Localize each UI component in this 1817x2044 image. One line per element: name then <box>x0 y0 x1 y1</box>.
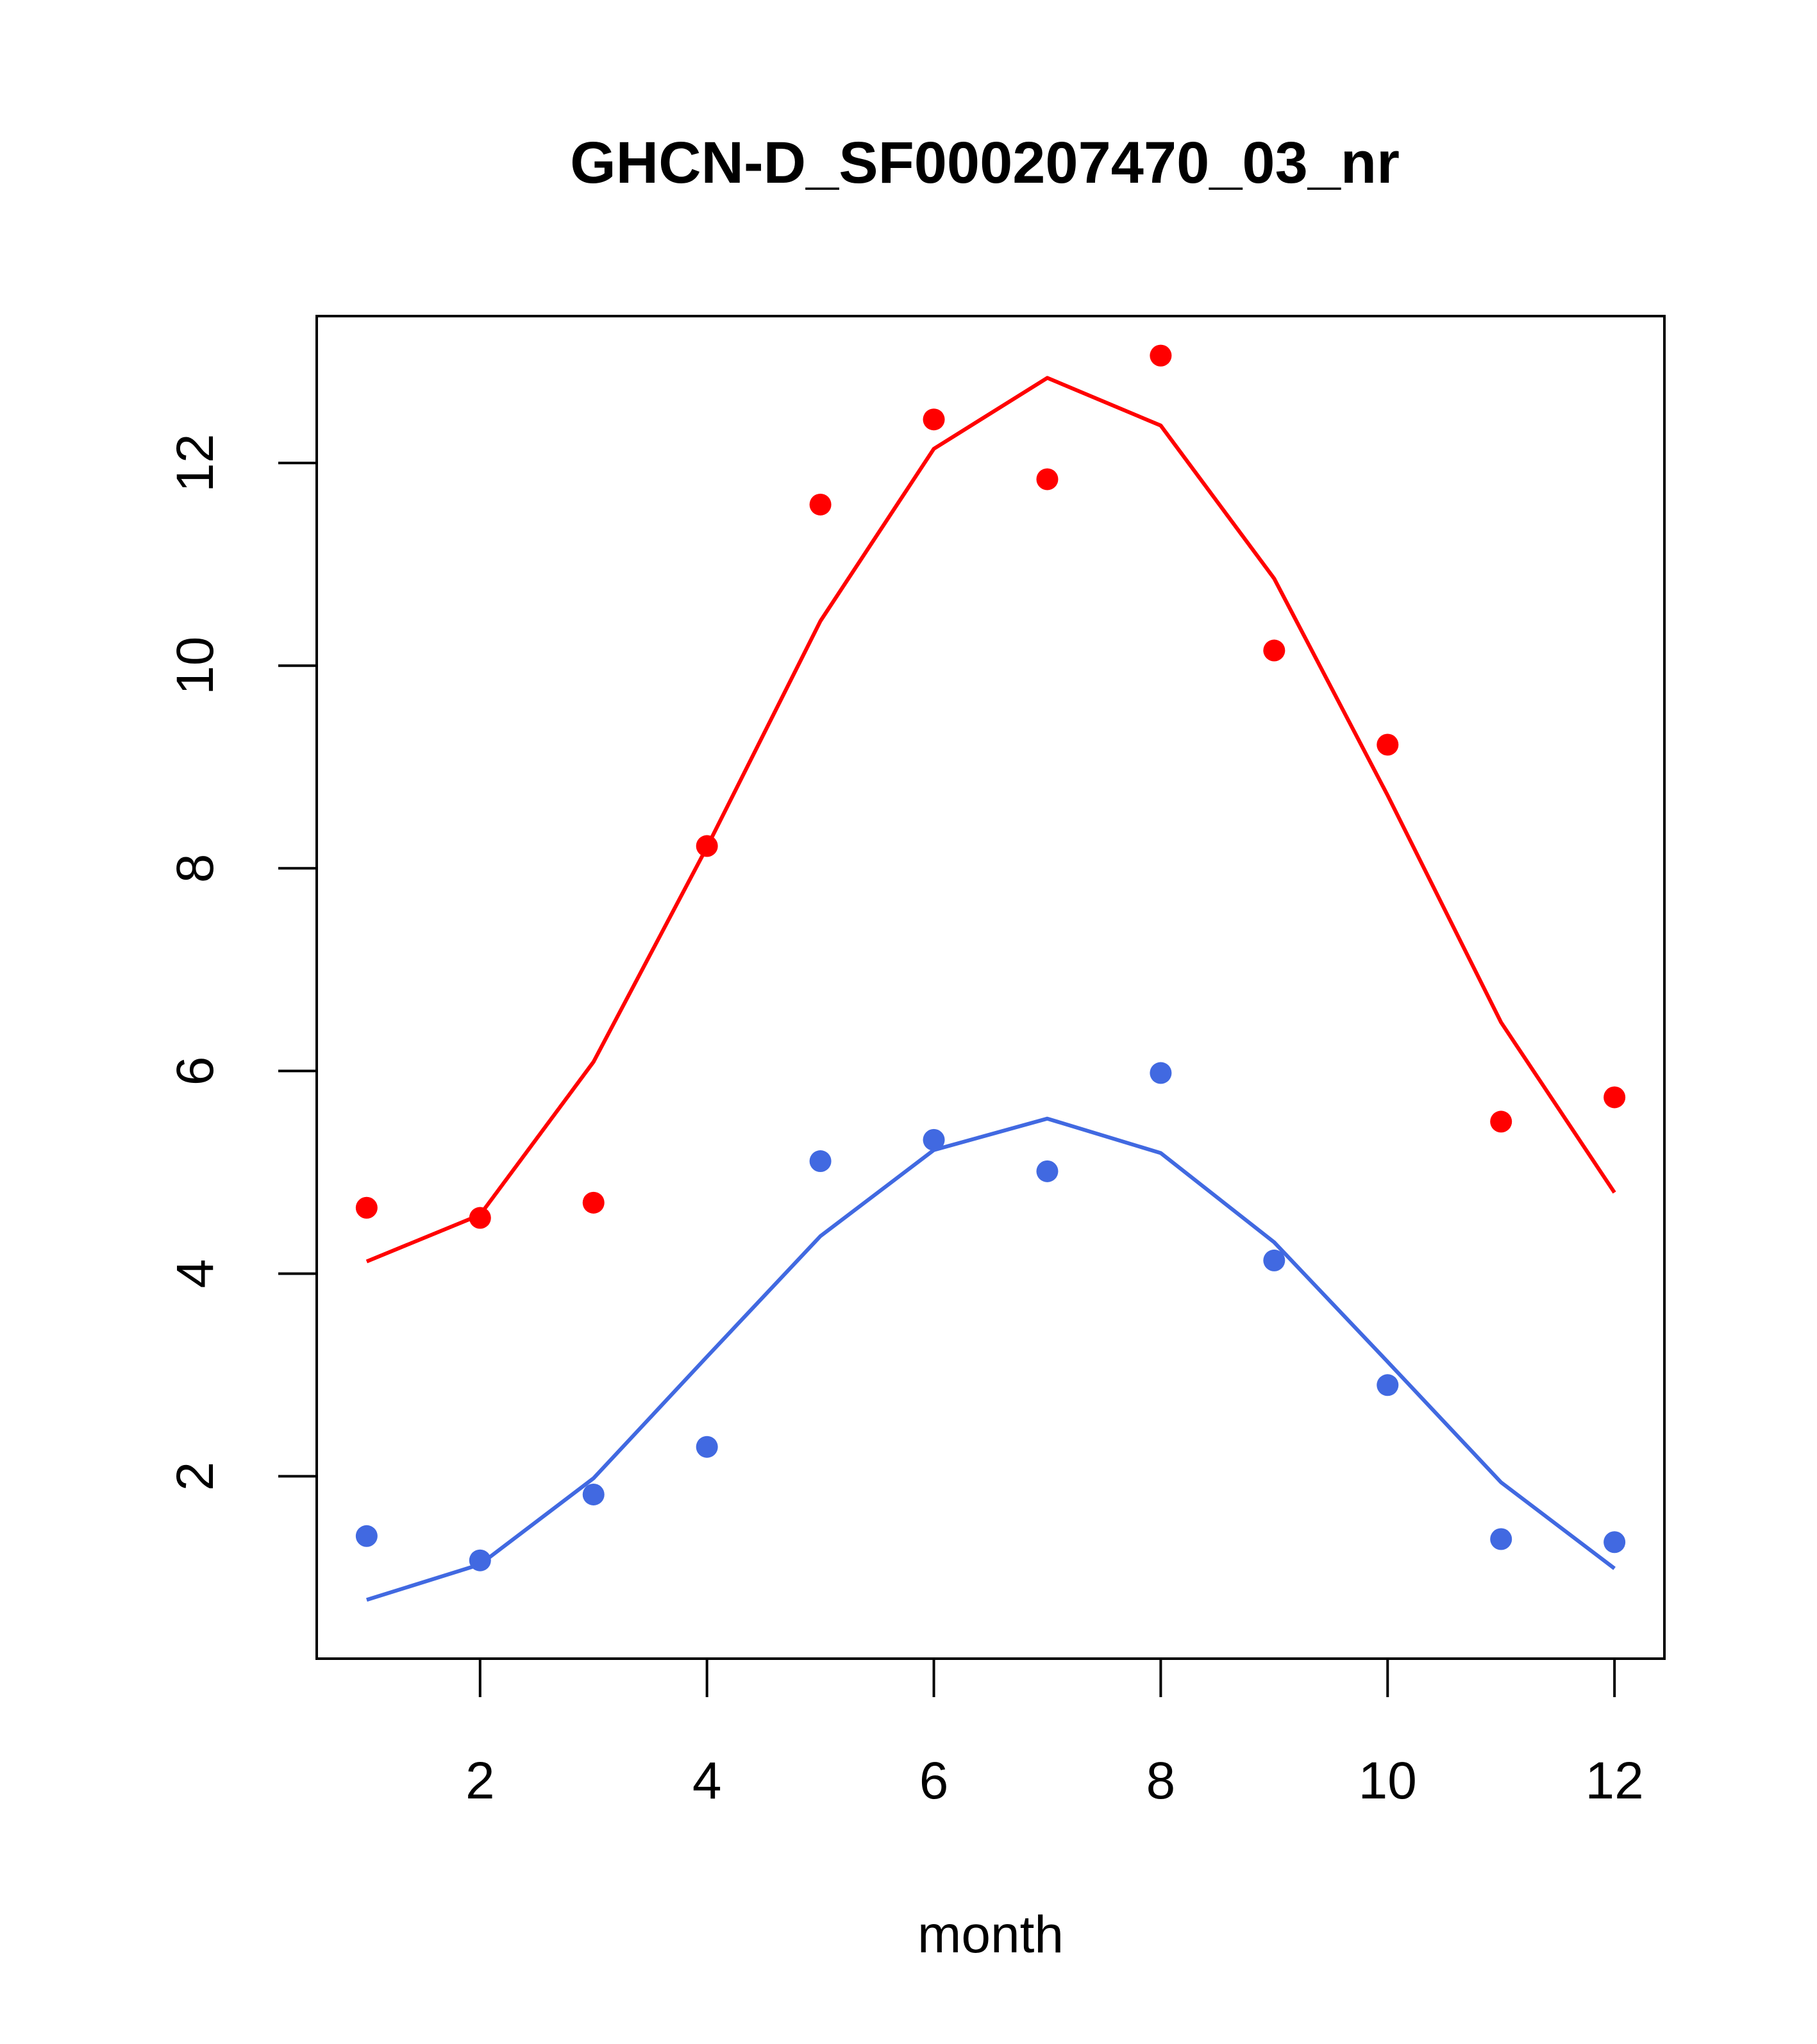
data-point-series-1 <box>1263 639 1285 662</box>
data-point-series-2 <box>1263 1249 1285 1271</box>
data-point-series-1 <box>582 1191 605 1214</box>
x-axis: 2 4 6 8 10 12 <box>465 1657 1644 1810</box>
data-point-series-1 <box>809 493 832 515</box>
data-point-series-2 <box>582 1483 605 1505</box>
data-point-series-1 <box>469 1207 491 1229</box>
data-points <box>355 344 1626 1571</box>
x-tick-label: 6 <box>919 1752 949 1810</box>
fit-lines <box>365 376 1616 1602</box>
data-point-series-2 <box>1603 1531 1626 1554</box>
data-point-series-2 <box>1490 1528 1512 1550</box>
data-point-series-2 <box>809 1150 832 1173</box>
y-tick-label: 6 <box>166 1057 224 1086</box>
x-tick-label: 2 <box>465 1752 495 1810</box>
data-point-series-1 <box>1377 733 1399 756</box>
data-point-series-2 <box>1150 1062 1172 1084</box>
data-point-series-2 <box>355 1525 378 1547</box>
data-point-series-1 <box>1036 468 1059 490</box>
fit-line-series-1 <box>365 376 1616 1264</box>
y-tick-label: 2 <box>166 1462 224 1491</box>
y-axis: 2 4 6 8 10 12 <box>166 434 318 1491</box>
y-tick-label: 12 <box>166 434 224 492</box>
y-tick-label: 4 <box>166 1259 224 1289</box>
data-point-series-1 <box>696 835 718 857</box>
y-tick-label: 8 <box>166 854 224 884</box>
data-point-series-1 <box>1150 344 1172 367</box>
x-axis-title: month <box>917 1906 1064 1964</box>
data-point-series-1 <box>1603 1086 1626 1109</box>
x-tick-label: 12 <box>1586 1752 1644 1810</box>
data-point-series-1 <box>923 408 945 431</box>
data-point-series-1 <box>355 1196 378 1219</box>
x-tick-label: 10 <box>1359 1752 1417 1810</box>
fit-line-series-2 <box>366 1116 1616 1602</box>
x-tick-label: 8 <box>1146 1752 1176 1810</box>
data-point-series-2 <box>1377 1374 1399 1396</box>
data-point-series-2 <box>923 1128 945 1151</box>
data-point-series-2 <box>696 1436 718 1458</box>
data-point-series-1 <box>1490 1110 1512 1133</box>
x-tick-label: 4 <box>692 1752 722 1810</box>
chart-title: GHCN-D_SF000207470_03_nr <box>570 130 1400 196</box>
data-point-series-2 <box>469 1549 491 1571</box>
y-tick-label: 10 <box>166 637 224 695</box>
data-point-series-2 <box>1036 1160 1059 1182</box>
